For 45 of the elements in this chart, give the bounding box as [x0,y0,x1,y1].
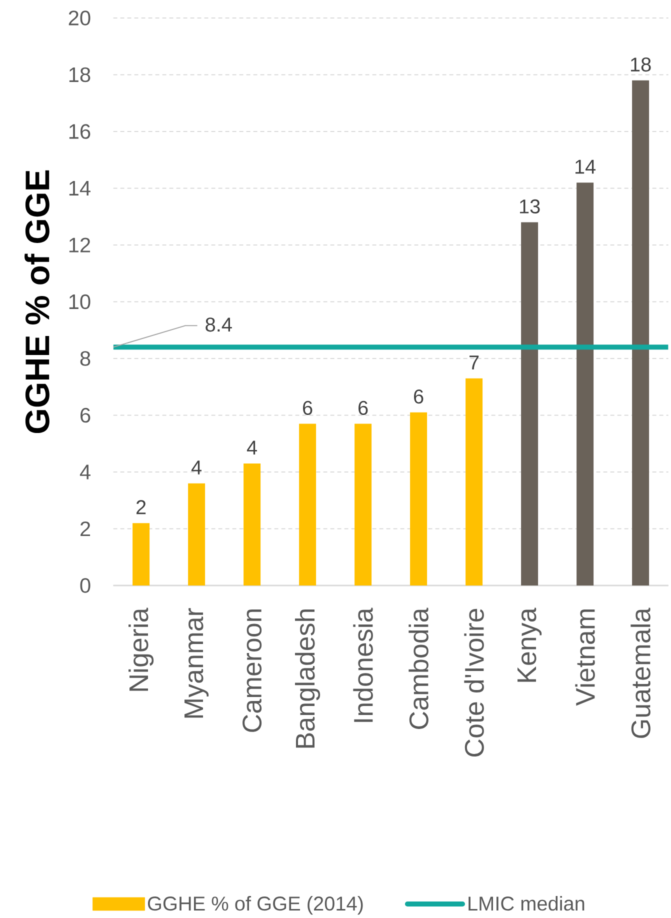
data-label: 13 [520,199,540,214]
data-label: 2 [136,500,146,514]
data-label: 4 [246,440,258,454]
x-tick-label: Kenya [518,608,542,682]
y-tick-label: 0 [80,578,90,593]
x-tick-label: Cameroon [242,609,262,732]
x-tick-label: Cambodia [408,608,428,729]
bar [244,463,261,586]
y-tick-label: 16 [69,124,90,139]
y-axis-title: GGHE % of GGE [24,170,50,434]
annotation: 8.4 [206,318,232,332]
data-label: 7 [470,356,479,370]
y-tick-label: 18 [69,67,90,82]
x-tick-label: Guatemala [630,608,650,738]
y-tick-label: 14 [69,181,90,196]
bar [466,378,483,586]
bar [354,424,372,586]
legend-label: GGHE % of GGE (2014) [148,896,363,915]
data-label: 6 [358,400,368,415]
data-label: 4 [191,460,202,474]
x-tick-label: Indonesia [353,608,373,722]
bar [632,80,650,586]
data-label: 14 [575,160,596,174]
bar [410,412,428,586]
data-label: 6 [414,390,424,404]
y-tick-label: 10 [69,294,90,310]
x-tick-label: Nigeria [128,608,154,691]
legend-label: LMIC median [468,896,584,911]
x-tick-label: Vietnam [575,609,595,706]
data-label: 18 [630,58,651,72]
y-tick-label: 2 [80,521,90,536]
x-tick-label: Myanmar [184,608,209,718]
y-tick-label: 12 [69,238,90,252]
x-tick-label: Cote d'Ivoire [464,608,484,757]
y-tick-label: 4 [80,464,90,480]
y-tick-label: 20 [68,10,90,26]
data-label: 6 [303,400,312,415]
y-tick-label: 6 [80,408,90,423]
bar [576,182,594,586]
bar [521,222,538,586]
x-tick-label: Bangladesh [295,609,320,748]
bar [132,523,150,586]
bar [299,424,316,586]
y-tick-label: 8 [80,351,90,366]
bar [188,483,206,586]
